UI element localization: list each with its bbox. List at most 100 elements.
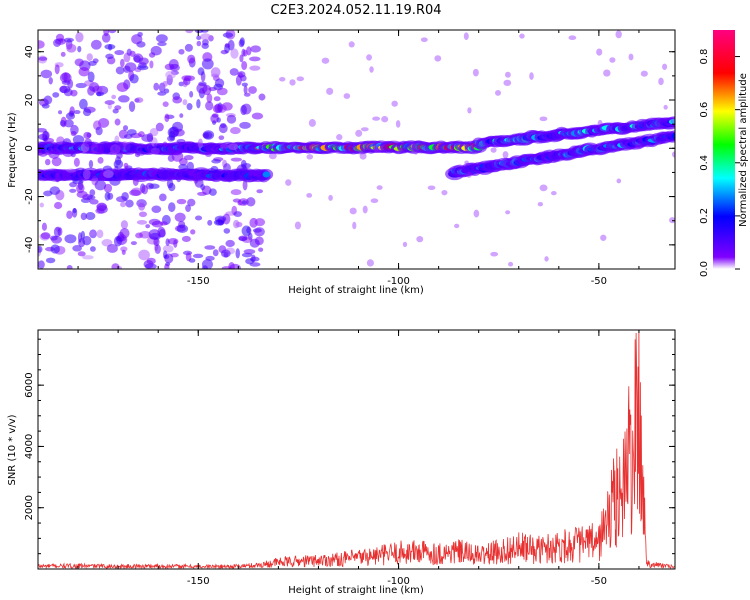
heatmap-noise-blob [103,170,114,179]
heatmap-noise-blob [136,220,148,225]
heatmap-noise-blob [366,54,372,61]
heatmap-noise-blob [427,185,436,190]
heatmap-noise-blob [40,69,53,79]
heatmap-noise-blob [62,138,72,149]
colorbar-tick-label: 0.6 [699,102,710,118]
heatmap-noise-blob [376,185,383,190]
y-tick-label: -20 [24,188,35,204]
heatmap-noise-blob [120,201,126,208]
heatmap-noise-blob [70,152,76,158]
heatmap-noise-blob [248,86,257,94]
heatmap-noise-blob [537,202,544,207]
heatmap-noise-blob [662,63,668,70]
colorbar-tick-label: 0.2 [699,208,710,224]
heatmap-noise-blob [366,259,374,267]
spectrogram-frame [37,29,676,270]
heatmap-noise-blob [185,252,192,262]
heatmap-noise-blob [223,163,231,174]
heatmap-noise-blob [90,143,99,154]
x-tick-label: -150 [187,276,210,287]
heatmap-noise-blob [205,101,214,111]
heatmap-noise-blob [221,102,233,111]
heatmap-ridge-blob [671,132,675,139]
y-tick-label: 2000 [24,495,35,520]
heatmap-noise-blob [640,70,648,77]
heatmap-cells [38,30,675,269]
heatmap-noise-blob [157,41,167,47]
heatmap-noise-blob [112,108,119,114]
heatmap-noise-blob [184,43,193,52]
heatmap-noise-blob [373,147,379,153]
heatmap-noise-blob [220,176,230,183]
heatmap-noise-blob [190,142,197,152]
heatmap-noise-blob [59,119,66,127]
heatmap-noise-blob [38,56,48,61]
heatmap-noise-blob [50,244,60,254]
heatmap-noise-blob [96,91,102,97]
heatmap-noise-blob [48,77,53,85]
heatmap-noise-blob [164,263,170,269]
heatmap-noise-blob [505,210,511,215]
heatmap-noise-blob [61,170,69,180]
heatmap-noise-blob [116,152,123,159]
heatmap-noise-blob [155,34,168,43]
heatmap-noise-blob [213,96,221,102]
heatmap-noise-blob [114,135,120,143]
heatmap-noise-blob [84,138,93,148]
heatmap-noise-blob [220,143,230,149]
heatmap-noise-blob [183,154,194,161]
heatmap-noise-blob [222,213,231,225]
heatmap-noise-blob [86,195,96,200]
heatmap-noise-blob [168,202,176,213]
heatmap-noise-blob [38,260,45,269]
heatmap-noise-blob [146,257,156,265]
y-tick-label: 6000 [24,372,35,397]
heatmap-noise-blob [187,198,196,207]
heatmap-noise-blob [138,211,147,218]
heatmap-noise-blob [168,182,176,192]
heatmap-noise-blob [204,151,212,157]
colorbar-tick-label: 0.0 [699,261,710,277]
heatmap-noise-blob [185,30,194,34]
heatmap-noise-blob [96,205,108,214]
y-tick-label: 40 [24,45,35,58]
heatmap-noise-blob [254,218,266,227]
heatmap-noise-blob [246,46,252,56]
heatmap-noise-blob [107,103,112,110]
heatmap-noise-blob [181,75,192,81]
heatmap-noise-blob [121,192,129,201]
heatmap-noise-blob [54,201,63,210]
heatmap-noise-blob [232,170,240,181]
spectrogram-panel: -150 -100 -50 -40 -20 0 20 40 Height of straigh… [7,29,676,296]
heatmap-noise-blob [289,142,298,151]
heatmap-noise-blob [238,72,243,78]
heatmap-noise-blob [54,64,60,75]
heatmap-noise-blob [210,114,219,124]
heatmap-noise-blob [220,249,231,258]
heatmap-noise-blob [229,68,239,76]
heatmap-noise-blob [230,48,239,59]
heatmap-noise-blob [129,50,136,57]
heatmap-noise-blob [138,202,146,211]
heatmap-noise-blob [45,158,51,166]
heatmap-noise-blob [120,220,128,230]
heatmap-noise-blob [109,175,121,186]
heatmap-noise-blob [153,237,160,247]
heatmap-noise-blob [108,30,117,34]
heatmap-noise-blob [416,235,424,243]
heatmap-noise-blob [454,223,460,229]
heatmap-noise-blob [125,199,134,208]
heatmap-noise-blob [45,257,56,264]
heatmap-noise-blob [136,65,149,71]
spectrogram-axes: -150 -100 -50 -40 -20 0 20 40 [24,30,675,287]
heatmap-noise-blob [186,103,193,111]
heatmap-noise-blob [519,33,525,39]
heatmap-noise-blob [114,118,121,126]
heatmap-noise-blob [467,107,472,114]
heatmap-noise-blob [256,189,263,194]
heatmap-noise-blob [196,35,202,41]
heatmap-noise-blob [38,40,45,49]
heatmap-noise-blob [251,112,264,120]
heatmap-noise-blob [147,168,157,176]
heatmap-noise-blob [39,202,44,208]
